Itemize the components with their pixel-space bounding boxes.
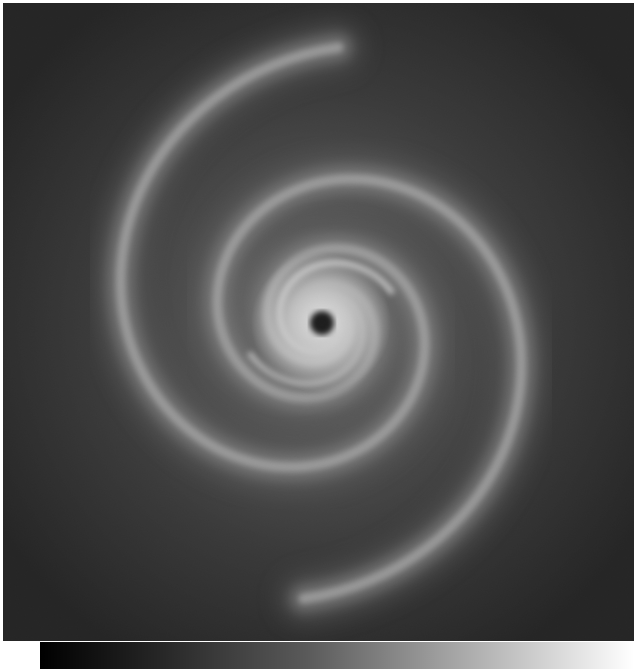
colorbar — [40, 642, 634, 669]
spiral-galaxy-image — [3, 3, 634, 641]
noise-texture — [3, 3, 634, 641]
galaxy-image-panel — [3, 3, 634, 641]
